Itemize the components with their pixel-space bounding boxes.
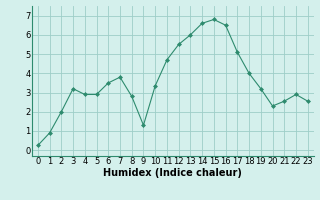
X-axis label: Humidex (Indice chaleur): Humidex (Indice chaleur) [103, 168, 242, 178]
